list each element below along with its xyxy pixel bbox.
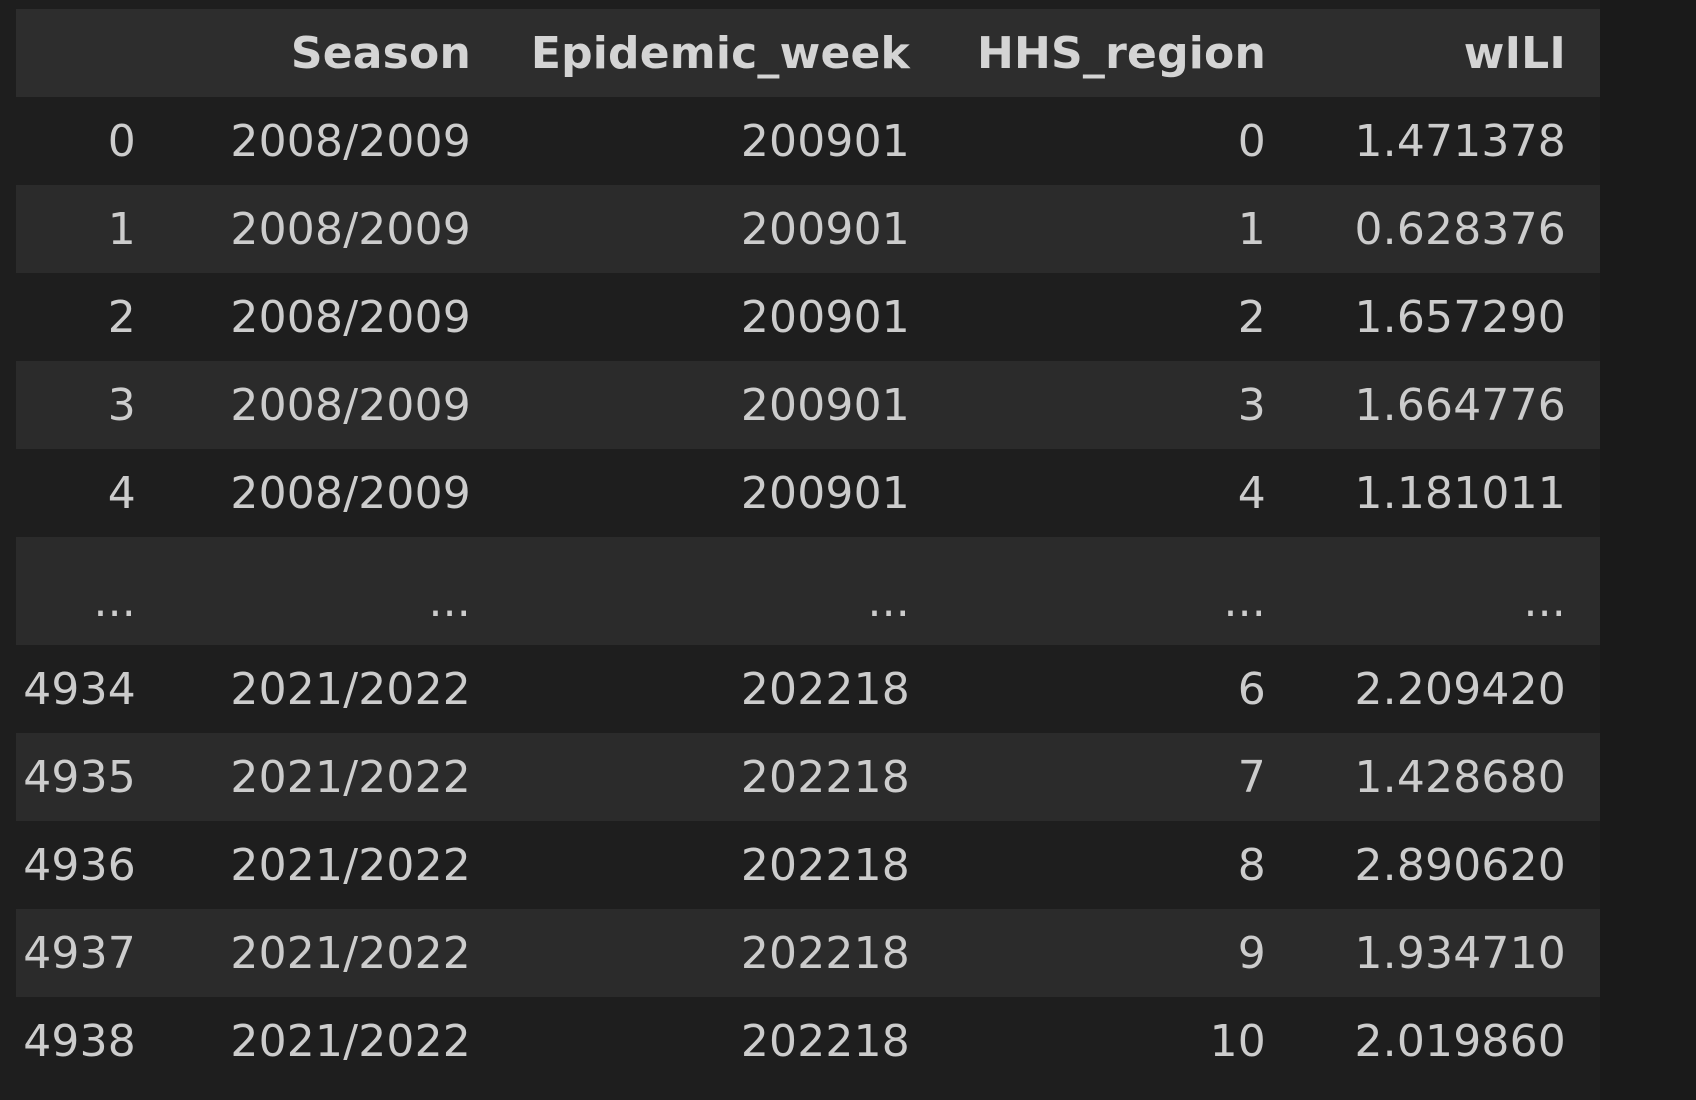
row-index: 3: [16, 361, 168, 449]
cell-season: 2008/2009: [168, 273, 503, 361]
cell-season: 2008/2009: [168, 97, 503, 185]
column-header-hhs-region: HHS_region: [942, 9, 1298, 97]
cell-hhs-region: 10: [942, 997, 1298, 1085]
cell-season: 2021/2022: [168, 733, 503, 821]
cell-hhs-region: 7: [942, 733, 1298, 821]
cell-season: 2021/2022: [168, 909, 503, 997]
cell-season: 2021/2022: [168, 645, 503, 733]
cell-epidemic-week: 200901: [503, 449, 942, 537]
output-right-gutter: [1600, 0, 1696, 1100]
table-row: 3 2008/2009 200901 3 1.664776: [16, 361, 1600, 449]
cell-wili: 1.181011: [1298, 449, 1600, 537]
cell-epidemic-week: 202218: [503, 997, 942, 1085]
cell-wili: 2.019860: [1298, 997, 1600, 1085]
cell-epidemic-week: 202218: [503, 821, 942, 909]
row-index: 4934: [16, 645, 168, 733]
table-row: 4938 2021/2022 202218 10 2.019860: [16, 997, 1600, 1085]
cell-wili: 1.657290: [1298, 273, 1600, 361]
cell-season: 2008/2009: [168, 361, 503, 449]
cell-hhs-region: 0: [942, 97, 1298, 185]
cell-hhs-region: 8: [942, 821, 1298, 909]
cell-hhs-region: 3: [942, 361, 1298, 449]
row-index: 0: [16, 97, 168, 185]
cell-wili: ...: [1298, 537, 1600, 645]
row-index: 2: [16, 273, 168, 361]
cell-epidemic-week: 202218: [503, 909, 942, 997]
cell-wili: 1.934710: [1298, 909, 1600, 997]
table-row: 2 2008/2009 200901 2 1.657290: [16, 273, 1600, 361]
cell-wili: 1.664776: [1298, 361, 1600, 449]
cell-season: 2021/2022: [168, 821, 503, 909]
column-header-index: [16, 9, 168, 97]
cell-season: ...: [168, 537, 503, 645]
row-index: 4: [16, 449, 168, 537]
cell-epidemic-week: 202218: [503, 645, 942, 733]
cell-hhs-region: 6: [942, 645, 1298, 733]
table-row: 1 2008/2009 200901 1 0.628376: [16, 185, 1600, 273]
cell-wili: 1.428680: [1298, 733, 1600, 821]
cell-season: 2008/2009: [168, 185, 503, 273]
cell-hhs-region: ...: [942, 537, 1298, 645]
row-index: 1: [16, 185, 168, 273]
cell-epidemic-week: 200901: [503, 273, 942, 361]
cell-hhs-region: 9: [942, 909, 1298, 997]
table-row: 0 2008/2009 200901 0 1.471378: [16, 97, 1600, 185]
cell-wili: 2.209420: [1298, 645, 1600, 733]
cell-epidemic-week: 202218: [503, 733, 942, 821]
cell-wili: 1.471378: [1298, 97, 1600, 185]
cell-hhs-region: 2: [942, 273, 1298, 361]
table-header-row: Season Epidemic_week HHS_region wILI: [16, 9, 1600, 97]
cell-wili: 0.628376: [1298, 185, 1600, 273]
row-index: 4938: [16, 997, 168, 1085]
table-row: 4937 2021/2022 202218 9 1.934710: [16, 909, 1600, 997]
cell-wili: 2.890620: [1298, 821, 1600, 909]
cell-epidemic-week: ...: [503, 537, 942, 645]
column-header-epidemic-week: Epidemic_week: [503, 9, 942, 97]
row-index: 4935: [16, 733, 168, 821]
cell-season: 2021/2022: [168, 997, 503, 1085]
column-header-wili: wILI: [1298, 9, 1600, 97]
table-row: 4934 2021/2022 202218 6 2.209420: [16, 645, 1600, 733]
cell-epidemic-week: 200901: [503, 185, 942, 273]
dataframe-output: Season Epidemic_week HHS_region wILI 0 2…: [16, 9, 1600, 1085]
cell-epidemic-week: 200901: [503, 97, 942, 185]
table-row: 4935 2021/2022 202218 7 1.428680: [16, 733, 1600, 821]
table-row-ellipsis: ... ... ... ... ...: [16, 537, 1600, 645]
row-index: ...: [16, 537, 168, 645]
dataframe-table: Season Epidemic_week HHS_region wILI 0 2…: [16, 9, 1600, 1085]
cell-hhs-region: 1: [942, 185, 1298, 273]
table-row: 4 2008/2009 200901 4 1.181011: [16, 449, 1600, 537]
cell-hhs-region: 4: [942, 449, 1298, 537]
row-index: 4936: [16, 821, 168, 909]
table-row: 4936 2021/2022 202218 8 2.890620: [16, 821, 1600, 909]
cell-season: 2008/2009: [168, 449, 503, 537]
cell-epidemic-week: 200901: [503, 361, 942, 449]
row-index: 4937: [16, 909, 168, 997]
column-header-season: Season: [168, 9, 503, 97]
